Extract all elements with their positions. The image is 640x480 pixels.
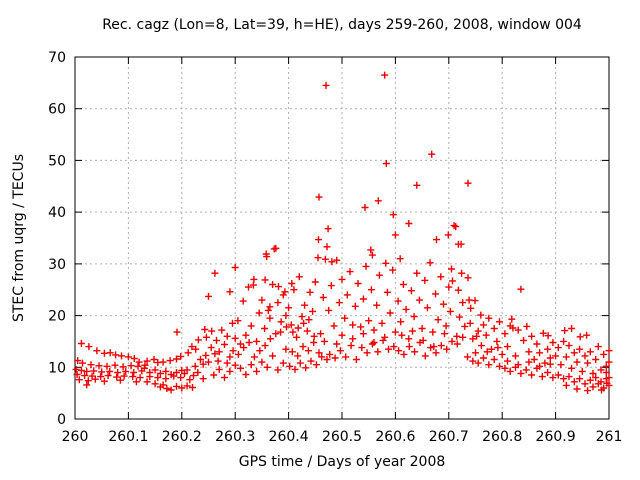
svg-text:260.7: 260.7 <box>429 429 469 445</box>
svg-text:260.3: 260.3 <box>215 429 255 445</box>
svg-text:260.9: 260.9 <box>536 429 576 445</box>
svg-text:70: 70 <box>48 50 66 66</box>
svg-text:30: 30 <box>48 257 66 273</box>
svg-text:10: 10 <box>48 360 66 376</box>
svg-text:260.8: 260.8 <box>482 429 522 445</box>
svg-text:260: 260 <box>62 429 89 445</box>
chart-title: Rec. cagz (Lon=8, Lat=39, h=HE), days 25… <box>102 17 582 33</box>
svg-text:260.6: 260.6 <box>375 429 415 445</box>
svg-text:50: 50 <box>48 153 66 169</box>
plot-border <box>74 56 610 420</box>
svg-text:40: 40 <box>48 205 66 221</box>
svg-text:260.4: 260.4 <box>269 429 309 445</box>
svg-text:260.1: 260.1 <box>108 429 148 445</box>
svg-text:261: 261 <box>596 429 623 445</box>
x-tick-labels: 260 260.1 260.2 260.3 260.4 260.5 260.6 260.7 26… <box>62 429 623 445</box>
svg-text:60: 60 <box>48 102 66 118</box>
svg-text:0: 0 <box>57 412 66 428</box>
svg-text:260.5: 260.5 <box>322 429 362 445</box>
svg-text:20: 20 <box>48 309 66 325</box>
x-axis-label: GPS time / Days of year 2008 <box>238 454 446 470</box>
svg-text:260.2: 260.2 <box>162 429 202 445</box>
data-points <box>72 71 613 395</box>
grid-lines <box>75 57 609 419</box>
y-tick-labels: 0 10 20 30 40 50 60 70 <box>48 50 66 428</box>
